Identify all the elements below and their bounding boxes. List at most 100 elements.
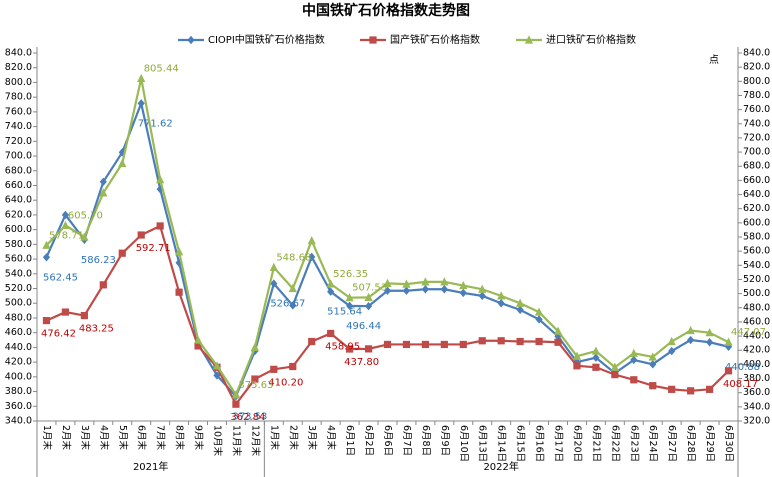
y-tick-label: 760.0 xyxy=(5,106,32,117)
x-tick-label: 7月末 xyxy=(155,425,167,451)
x-tick-label: 3月末 xyxy=(79,425,91,451)
point xyxy=(99,177,107,186)
point xyxy=(42,316,51,325)
point xyxy=(346,301,354,311)
point xyxy=(174,247,184,256)
point xyxy=(402,279,411,288)
data-label: 771.62 xyxy=(138,118,173,129)
y2-tick-label: 720.0 xyxy=(743,132,770,143)
point xyxy=(383,278,392,287)
y-tick-label: 460.0 xyxy=(5,327,32,338)
x-tick-label: 6月6日 xyxy=(382,425,393,456)
point xyxy=(440,277,449,286)
x-tick-label: 12月末 xyxy=(249,425,261,457)
y-tick-label: 420.0 xyxy=(5,357,32,368)
y-tick-label: 680.0 xyxy=(5,165,32,176)
point xyxy=(402,286,411,295)
y-tick-label: 800.0 xyxy=(5,77,32,88)
y-tick-label: 720.0 xyxy=(5,136,32,147)
data-label: 515.64 xyxy=(327,307,362,318)
x-tick-label: 6月末 xyxy=(136,425,148,451)
x-tick-label: 6月16日 xyxy=(534,425,545,462)
y-tick-label: 480.0 xyxy=(5,312,32,323)
data-label: 476.42 xyxy=(41,329,76,340)
point xyxy=(194,342,202,350)
point xyxy=(137,99,145,108)
point xyxy=(421,285,429,294)
point xyxy=(99,281,107,289)
x-tick-label: 1月末 xyxy=(268,425,280,451)
point xyxy=(369,36,377,44)
y2-tick-label: 380.0 xyxy=(743,373,770,384)
data-label: 548.68 xyxy=(276,252,311,263)
y2-tick-label: 400.0 xyxy=(743,359,770,370)
x-tick-label: 6月10日 xyxy=(458,425,469,462)
y2-tick-label: 500.0 xyxy=(743,288,770,299)
point xyxy=(213,371,221,380)
data-label: 375.63 xyxy=(238,380,273,391)
point xyxy=(42,253,51,262)
point xyxy=(478,284,487,293)
data-label: 447.07 xyxy=(731,327,766,338)
point xyxy=(497,337,505,345)
x-tick-label: 6月2日 xyxy=(363,425,374,456)
point xyxy=(383,340,392,349)
x-tick-label: 6月30日 xyxy=(723,425,734,462)
point xyxy=(308,252,316,262)
point xyxy=(99,188,108,197)
point xyxy=(630,376,638,384)
y2-tick-label: 540.0 xyxy=(743,260,770,271)
point xyxy=(705,338,714,347)
point xyxy=(270,365,278,373)
y2-tick-label: 640.0 xyxy=(743,189,770,200)
point xyxy=(553,326,563,335)
x-tick-label: 6月1日 xyxy=(344,425,355,456)
point xyxy=(459,340,467,349)
data-label: 507.53 xyxy=(352,283,387,294)
data-label: 362.84 xyxy=(230,412,265,423)
y2-tick-label: 780.0 xyxy=(743,90,770,101)
point xyxy=(61,210,70,220)
point xyxy=(497,291,506,300)
x-tick-label: 4月末 xyxy=(98,425,110,451)
x-tick-label: 11月末 xyxy=(230,425,242,457)
data-label: 805.44 xyxy=(144,63,179,74)
x-tick-label: 6月8日 xyxy=(420,425,431,456)
y2-tick-label: 700.0 xyxy=(743,147,770,158)
y-tick-label: 640.0 xyxy=(5,195,32,206)
y-tick-label: 440.0 xyxy=(5,342,32,353)
point xyxy=(705,385,714,393)
point xyxy=(667,336,676,346)
point xyxy=(421,277,430,286)
point xyxy=(459,288,467,298)
x-tick-label: 2月末 xyxy=(60,425,72,451)
y2-tick-label: 760.0 xyxy=(743,104,770,115)
y-tick-label: 540.0 xyxy=(5,268,32,279)
point xyxy=(364,345,373,353)
x-tick-label: 6月21日 xyxy=(590,425,601,462)
x-tick-label: 6月15日 xyxy=(515,425,526,462)
point xyxy=(516,337,524,346)
data-label: 410.20 xyxy=(268,377,303,388)
point xyxy=(687,335,695,345)
y-tick-label: 400.0 xyxy=(5,371,32,382)
y-tick-label: 620.0 xyxy=(5,209,32,220)
data-label: 437.80 xyxy=(344,357,379,368)
point xyxy=(156,174,165,184)
point xyxy=(118,158,127,167)
y-tick-label: 780.0 xyxy=(5,92,32,103)
y-tick-label: 820.0 xyxy=(5,62,32,73)
chart-title: 中国铁矿石价格指数走势图 xyxy=(302,2,470,19)
point xyxy=(80,311,88,320)
point xyxy=(478,291,486,301)
point xyxy=(630,355,638,365)
point xyxy=(231,390,241,399)
point xyxy=(440,340,448,349)
point xyxy=(364,301,373,311)
data-label: 526.67 xyxy=(270,299,305,310)
point xyxy=(137,231,145,239)
x-tick-label: 6月29日 xyxy=(704,425,715,462)
point xyxy=(459,280,468,290)
point xyxy=(289,301,297,310)
point xyxy=(269,262,278,272)
